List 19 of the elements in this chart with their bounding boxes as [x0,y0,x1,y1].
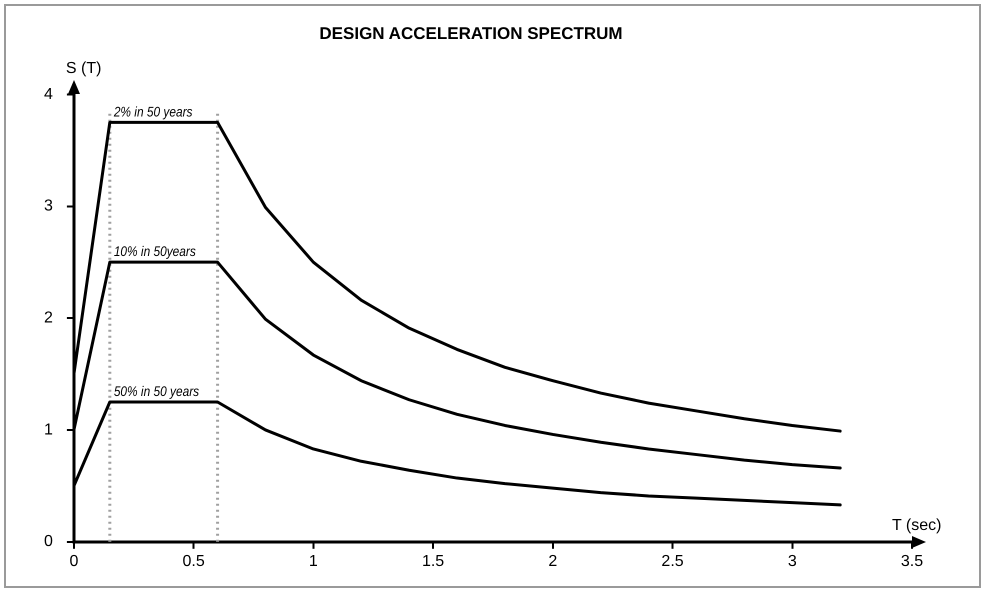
y-axis-title: S (T) [66,60,102,77]
series-label: 50% in 50 years [114,382,200,400]
x-tick-label: 2.5 [661,552,684,570]
x-axis-title: T (sec) [892,517,942,534]
series-label: 10% in 50years [114,243,196,260]
y-tick-label: 1 [44,421,53,438]
y-tick-label: 0 [44,533,53,550]
chart-title: DESIGN ACCELERATION SPECTRUM [319,24,623,43]
x-tick-label: 3.5 [900,552,924,570]
x-tick-label: 1 [308,552,318,570]
x-tick-label: 2 [548,552,558,570]
y-tick-label: 2 [44,310,53,327]
y-tick-label: 4 [44,86,53,103]
series-label: 2% in 50 years [112,103,193,120]
y-tick-label: 3 [44,198,53,215]
x-tick-label: 3 [788,552,797,570]
x-tick-label: 1.5 [422,552,444,570]
x-tick-label: 0 [69,552,78,570]
x-tick-label: 0.5 [182,552,205,570]
